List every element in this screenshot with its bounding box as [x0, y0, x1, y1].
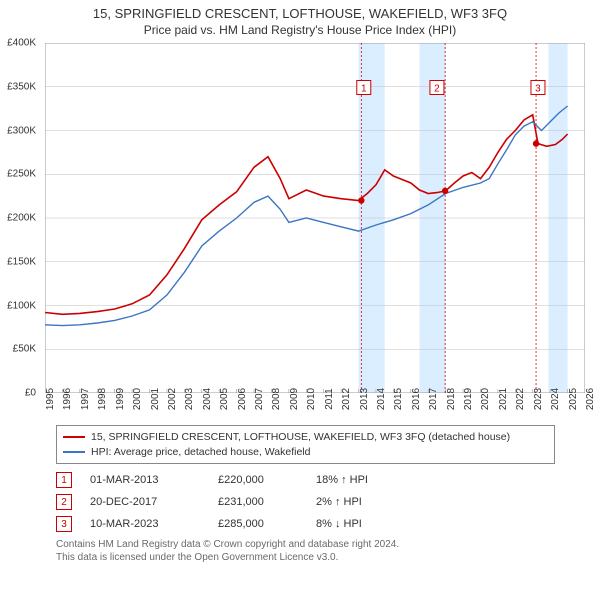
legend-swatch-hpi: [63, 451, 85, 453]
x-tick-label: 2010: [306, 388, 317, 410]
x-tick-label: 1997: [80, 388, 91, 410]
event-number: 2: [56, 494, 72, 510]
x-tick-label: 2009: [289, 388, 300, 410]
x-tick-label: 2018: [446, 388, 457, 410]
event-row: 1 01-MAR-2013 £220,000 18% ↑ HPI: [56, 472, 555, 488]
y-tick-label: £150K: [7, 256, 36, 267]
legend-row-hpi: HPI: Average price, detached house, Wake…: [63, 445, 548, 460]
x-tick-label: 2025: [568, 388, 579, 410]
x-tick-label: 2013: [359, 388, 370, 410]
y-tick-label: £400K: [7, 38, 36, 49]
x-tick-label: 2021: [498, 388, 509, 410]
x-tick-label: 2024: [550, 388, 561, 410]
plot-area: 1 2 3: [45, 43, 585, 393]
y-tick-label: £0: [25, 388, 36, 399]
x-tick-label: 2006: [237, 388, 248, 410]
x-axis-ticks: 1995199619971998199920002001200220032004…: [45, 395, 585, 415]
event-delta: 18% ↑ HPI: [316, 474, 396, 486]
legend-swatch-property: [63, 436, 85, 438]
event-date: 10-MAR-2023: [90, 518, 200, 530]
x-tick-label: 1996: [62, 388, 73, 410]
x-tick-label: 2005: [219, 388, 230, 410]
events-table: 1 01-MAR-2013 £220,000 18% ↑ HPI 2 20-DEC-201…: [56, 472, 555, 532]
x-tick-label: 1999: [115, 388, 126, 410]
event-price: £285,000: [218, 518, 298, 530]
legend: 15, SPRINGFIELD CRESCENT, LOFTHOUSE, WAK…: [56, 425, 555, 464]
x-tick-label: 2007: [254, 388, 265, 410]
x-tick-label: 2002: [167, 388, 178, 410]
y-tick-label: £50K: [13, 344, 36, 355]
event-date: 20-DEC-2017: [90, 496, 200, 508]
y-tick-label: £350K: [7, 81, 36, 92]
x-tick-label: 2000: [132, 388, 143, 410]
event-row: 2 20-DEC-2017 £231,000 2% ↑ HPI: [56, 494, 555, 510]
footer-line-2: This data is licensed under the Open Gov…: [56, 551, 555, 564]
event-delta: 2% ↑ HPI: [316, 496, 396, 508]
y-tick-label: £200K: [7, 213, 36, 224]
x-tick-label: 1998: [97, 388, 108, 410]
x-tick-label: 2020: [480, 388, 491, 410]
x-tick-label: 2026: [585, 388, 596, 410]
footer-line-1: Contains HM Land Registry data © Crown c…: [56, 538, 555, 551]
x-tick-label: 2023: [533, 388, 544, 410]
x-tick-label: 2017: [428, 388, 439, 410]
event-row: 3 10-MAR-2023 £285,000 8% ↓ HPI: [56, 516, 555, 532]
event-price: £231,000: [218, 496, 298, 508]
event-price: £220,000: [218, 474, 298, 486]
x-tick-label: 2019: [463, 388, 474, 410]
x-tick-label: 2011: [324, 388, 335, 410]
legend-label-property: 15, SPRINGFIELD CRESCENT, LOFTHOUSE, WAK…: [91, 430, 510, 445]
x-tick-label: 2008: [271, 388, 282, 410]
event-number: 1: [56, 472, 72, 488]
svg-text:3: 3: [535, 84, 541, 95]
svg-text:2: 2: [434, 84, 440, 95]
x-tick-label: 2015: [393, 388, 404, 410]
chart-area: £0£50K£100K£150K£200K£250K£300K£350K£400…: [45, 43, 585, 413]
x-tick-label: 2022: [515, 388, 526, 410]
y-tick-label: £300K: [7, 125, 36, 136]
x-tick-label: 2014: [376, 388, 387, 410]
chart-subtitle: Price paid vs. HM Land Registry's House …: [0, 23, 600, 37]
event-delta: 8% ↓ HPI: [316, 518, 396, 530]
x-tick-label: 2004: [202, 388, 213, 410]
x-tick-label: 1995: [45, 388, 56, 410]
legend-row-property: 15, SPRINGFIELD CRESCENT, LOFTHOUSE, WAK…: [63, 430, 548, 445]
x-tick-label: 2016: [411, 388, 422, 410]
svg-text:1: 1: [361, 84, 367, 95]
x-tick-label: 2003: [184, 388, 195, 410]
x-tick-label: 2012: [341, 388, 352, 410]
event-number: 3: [56, 516, 72, 532]
event-date: 01-MAR-2013: [90, 474, 200, 486]
chart-container: 15, SPRINGFIELD CRESCENT, LOFTHOUSE, WAK…: [0, 6, 600, 596]
chart-title: 15, SPRINGFIELD CRESCENT, LOFTHOUSE, WAK…: [0, 6, 600, 21]
legend-label-hpi: HPI: Average price, detached house, Wake…: [91, 445, 310, 460]
y-axis-ticks: £0£50K£100K£150K£200K£250K£300K£350K£400…: [0, 43, 40, 393]
x-tick-label: 2001: [150, 388, 161, 410]
y-tick-label: £100K: [7, 300, 36, 311]
footer: Contains HM Land Registry data © Crown c…: [56, 538, 555, 564]
y-tick-label: £250K: [7, 169, 36, 180]
plot-svg: 1 2 3: [45, 43, 585, 393]
